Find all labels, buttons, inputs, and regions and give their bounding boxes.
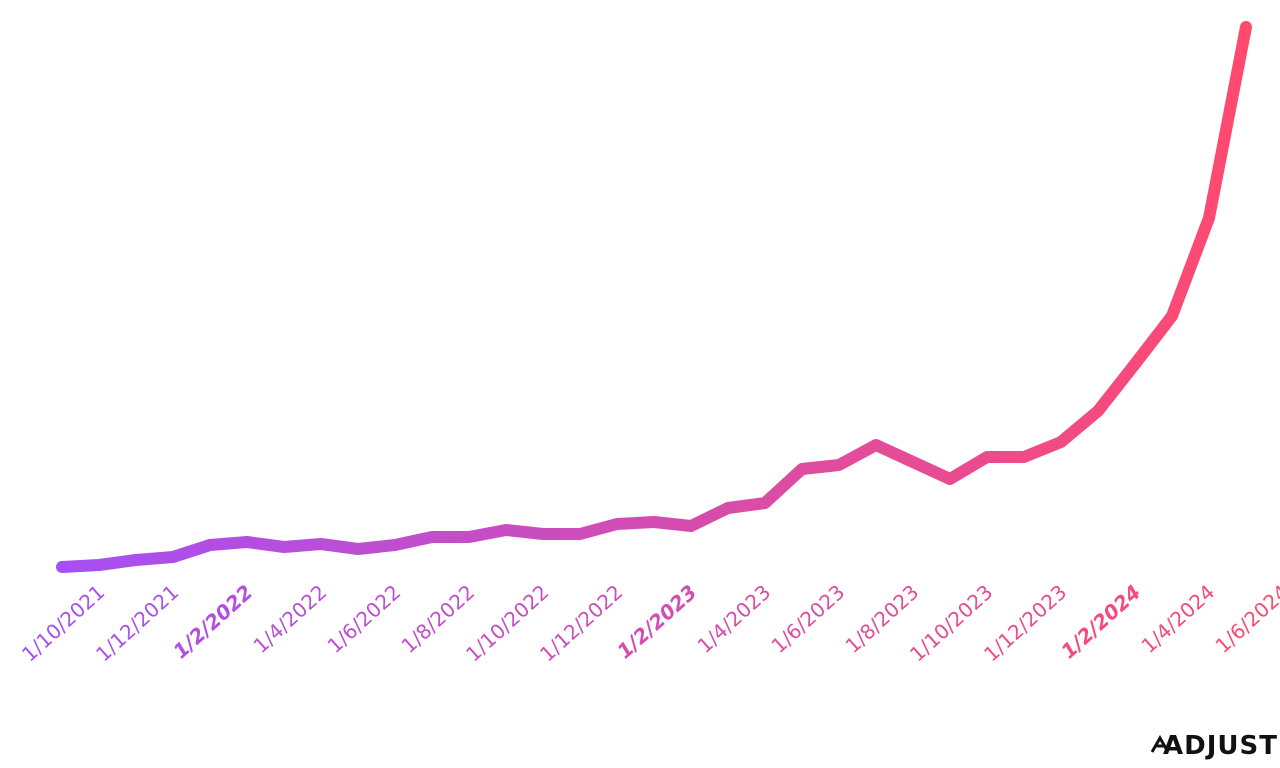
x-tick-label: 1/6/2022 [323,580,406,658]
x-tick-label: 1/4/2023 [693,580,776,658]
x-tick-label: 1/4/2024 [1137,580,1220,658]
x-tick-label: 1/6/2024 [1211,580,1280,658]
logo-icon [1150,734,1170,753]
logo-text: ADJUST [1163,731,1278,761]
x-tick-label: 1/2/2024 [1056,580,1145,663]
line [56,21,1252,573]
x-tick-label: 1/2/2022 [168,580,257,663]
x-tick-label: 1/4/2022 [249,580,332,658]
x-tick-label: 1/2/2023 [612,580,701,663]
logo: ADJUST [1150,731,1278,761]
x-tick-label: 1/6/2023 [767,580,850,658]
